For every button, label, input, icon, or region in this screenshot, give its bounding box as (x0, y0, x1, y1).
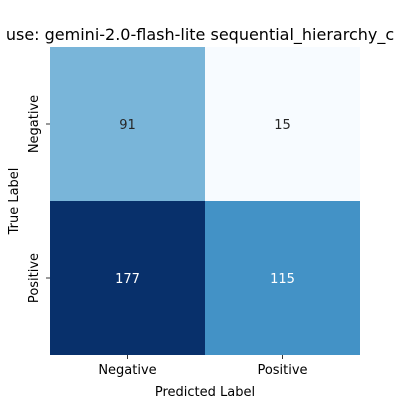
x-axis-label: Predicted Label (155, 385, 255, 400)
cell-value-label: 15 (274, 118, 291, 133)
x-axis-ticks: Negative Positive (98, 355, 308, 378)
chart-title: use: gemini-2.0-flash-lite sequential_hi… (6, 25, 394, 45)
x-tick-label: Negative (98, 363, 156, 378)
heatmap-cell (50, 47, 205, 201)
heatmap-cell (50, 201, 205, 355)
x-tick-label: Positive (257, 363, 307, 378)
y-tick-label: Positive (27, 253, 42, 303)
cell-value-label: 177 (115, 272, 140, 287)
y-axis-ticks: Negative Positive (27, 95, 50, 303)
y-axis-label: True Label (7, 168, 22, 236)
heatmap-cell (205, 201, 360, 355)
heatmap-cells: 91 15 177 115 (50, 47, 360, 355)
y-tick-label: Negative (27, 95, 42, 153)
heatmap-cell (205, 47, 360, 201)
cell-value-label: 115 (270, 272, 295, 287)
cell-value-label: 91 (119, 118, 136, 133)
